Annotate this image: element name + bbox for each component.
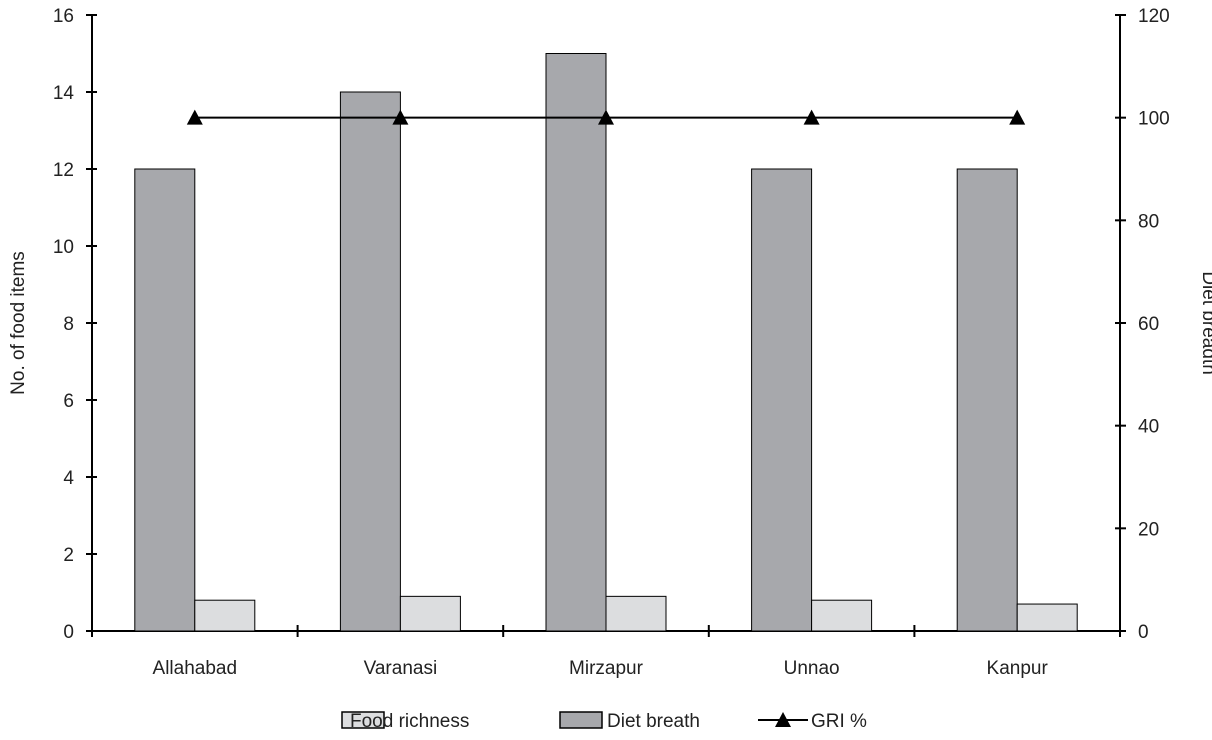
legend-item-food-richness: Food richness [341, 711, 469, 732]
bar-food-richness-0 [194, 599, 256, 632]
ticks: 0 2 4 6 8 10 12 14 16 0 20 40 60 80 100 120 Allahabad Var… [53, 6, 1170, 679]
bar-food-richness-4 [1016, 603, 1078, 632]
y-tick-label-2: 4 [63, 468, 74, 489]
bar-diet-breath-0 [134, 168, 196, 632]
gri-point-1 [392, 109, 409, 125]
y2-tick-label-0: 0 [1138, 622, 1149, 643]
y2-tick-label-4: 80 [1138, 211, 1159, 232]
gri-point-4 [1009, 109, 1026, 125]
labels: No. of food items Diet breadth [8, 251, 1212, 395]
x-tick-label-1: Varanasi [364, 658, 438, 679]
y2-tick-label-6: 120 [1138, 6, 1170, 27]
bars [134, 53, 1078, 632]
bar-diet-breath-3 [751, 168, 813, 632]
y2-tick-label-1: 20 [1138, 519, 1159, 540]
bar-diet-breath-4 [956, 168, 1018, 632]
bar-food-richness-1 [399, 595, 461, 632]
x-tick-label-2: Mirzapur [569, 658, 644, 679]
y-tick-label-0: 0 [63, 622, 74, 643]
legend: Food richness Diet breath GRI % [341, 711, 867, 732]
gri-point-3 [803, 109, 820, 125]
bar-diet-breath-2 [545, 53, 607, 632]
legend-label-food-richness: Food richness [350, 711, 469, 732]
y-tick-label-5: 10 [53, 237, 74, 258]
legend-label-gri: GRI % [811, 711, 867, 732]
legend-swatch-food-richness [341, 711, 385, 729]
legend-marker-gri [775, 712, 791, 727]
bar-food-richness-3 [811, 599, 873, 632]
legend-label-diet-breath: Diet breath [607, 711, 700, 732]
y2-tick-label-3: 60 [1138, 314, 1159, 335]
y-tick-label-4: 8 [63, 314, 74, 335]
y-tick-label-1: 2 [63, 545, 74, 566]
legend-item-diet-breath: Diet breath [559, 711, 700, 732]
x-tick-label-4: Kanpur [987, 658, 1049, 679]
line-series [186, 109, 1026, 125]
y-tick-label-8: 16 [53, 6, 74, 27]
x-tick-label-3: Unnao [784, 658, 840, 679]
legend-item-gri: GRI % [758, 711, 867, 732]
bar-food-richness-2 [605, 595, 667, 632]
y-tick-label-6: 12 [53, 160, 74, 181]
y2-tick-label-2: 40 [1138, 417, 1159, 438]
y2-axis-title: Diet breadth [1198, 271, 1212, 375]
y-axis-title: No. of food items [8, 251, 29, 395]
y2-tick-label-5: 100 [1138, 109, 1170, 130]
gri-point-2 [598, 109, 614, 125]
y-tick-label-3: 6 [63, 391, 74, 412]
bar-diet-breath-1 [339, 91, 401, 632]
legend-swatch-diet-breath [559, 711, 603, 729]
y-tick-label-7: 14 [53, 83, 75, 104]
x-tick-label-0: Allahabad [153, 658, 238, 679]
gri-point-0 [186, 109, 203, 125]
